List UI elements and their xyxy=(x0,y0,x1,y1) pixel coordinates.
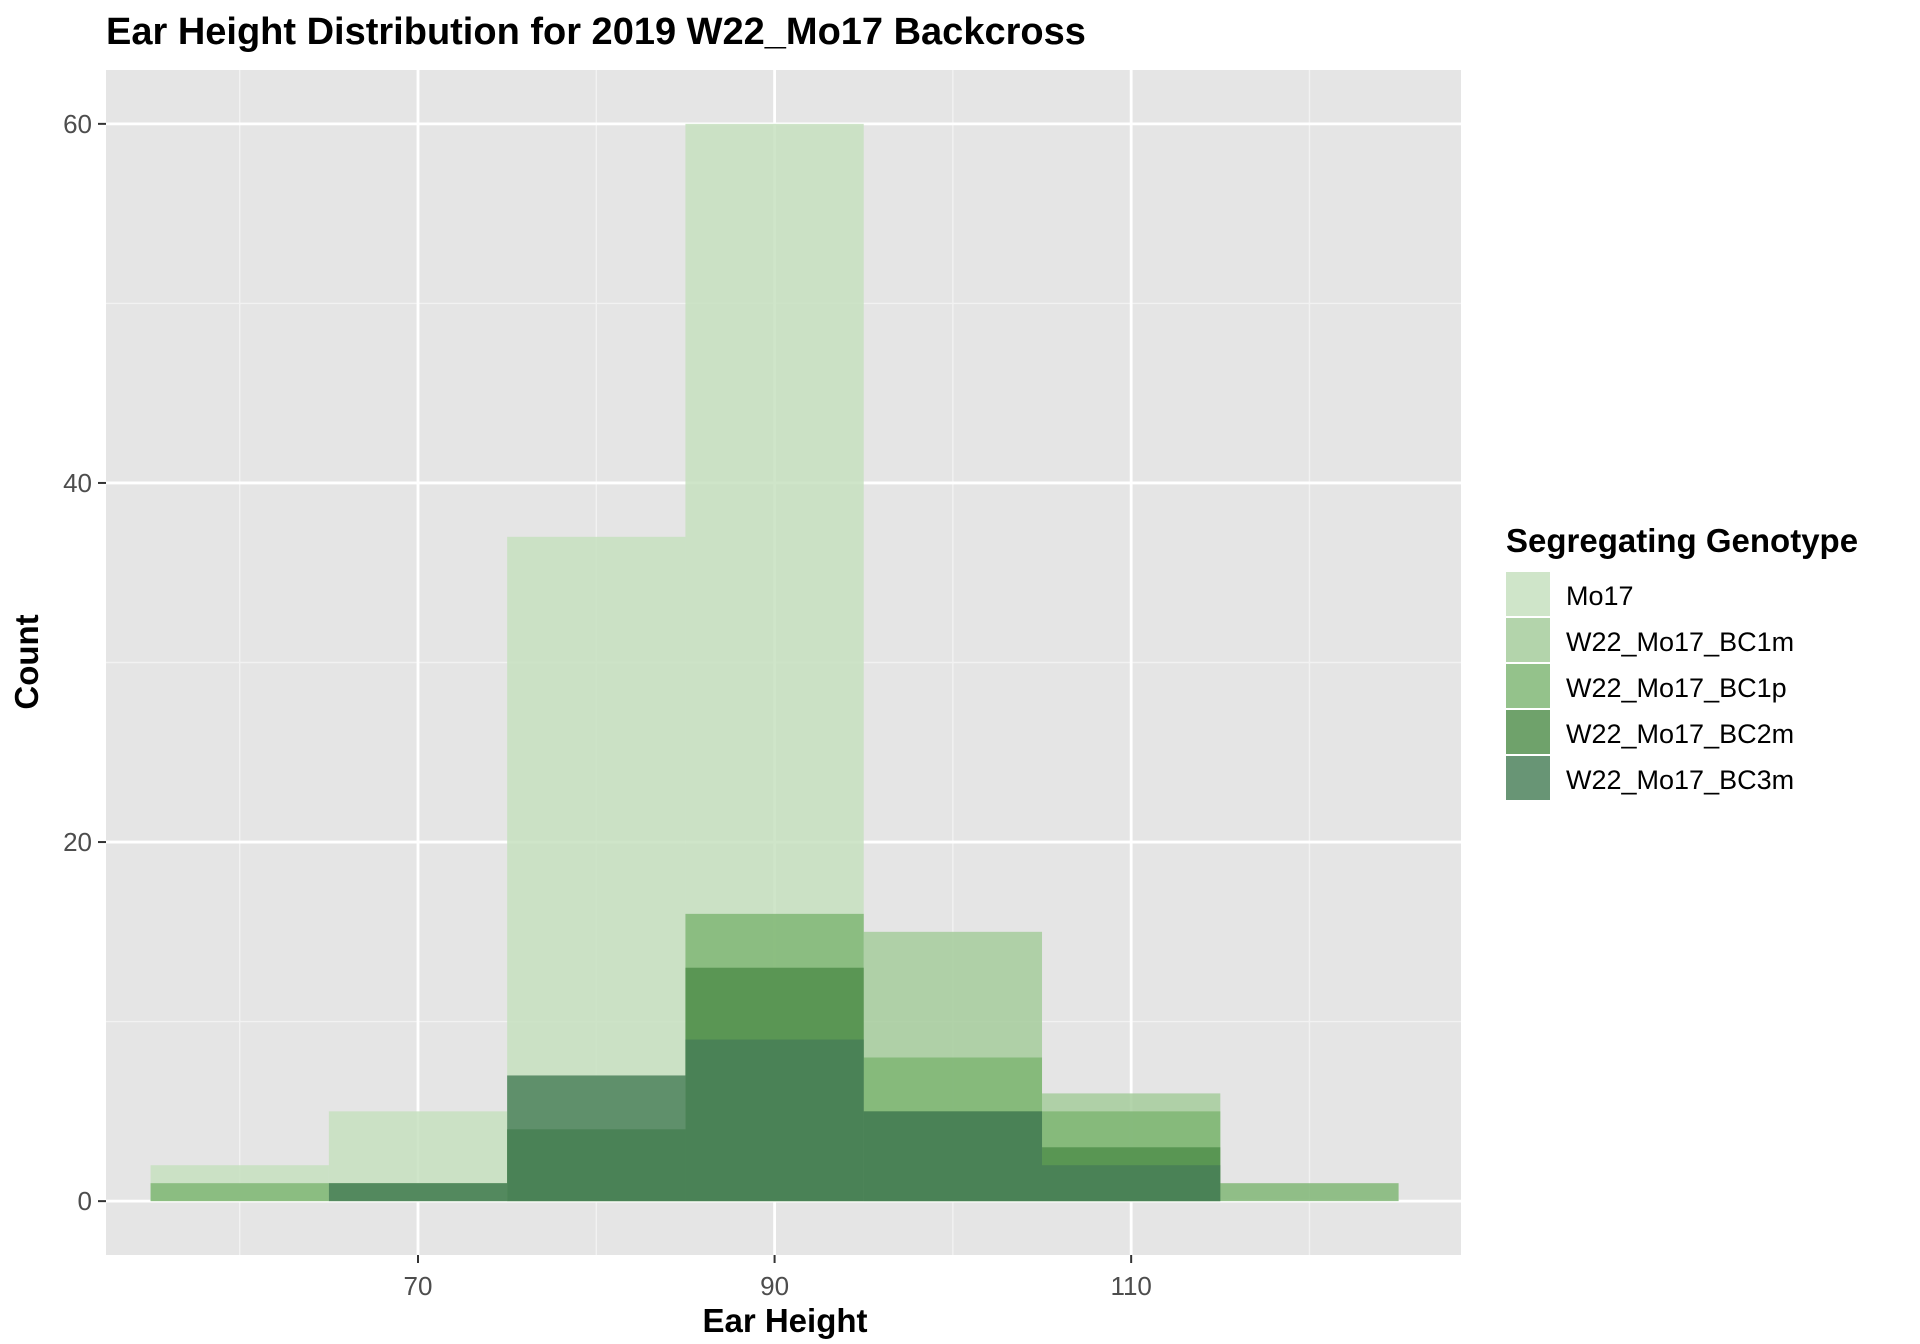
chart-title: Ear Height Distribution for 2019 W22_Mo1… xyxy=(106,11,1086,53)
legend-swatch xyxy=(1506,572,1550,616)
bar-w22-mo17-bc3m xyxy=(328,1183,508,1202)
histogram-bars xyxy=(150,123,1399,1202)
legend-label: W22_Mo17_BC1p xyxy=(1566,673,1787,703)
y-axis: 0 20 40 60 xyxy=(63,109,106,1216)
x-axis: 70 90 110 xyxy=(404,1255,1152,1301)
x-tick-label: 110 xyxy=(1110,1271,1151,1301)
y-tick-label: 20 xyxy=(63,827,92,857)
legend: Segregating Genotype Mo17 W22_Mo17_BC1m W2… xyxy=(1506,522,1858,800)
legend-swatch xyxy=(1506,664,1550,708)
legend-swatch xyxy=(1506,710,1550,754)
y-axis-title: Count xyxy=(8,614,45,709)
bar-w22-mo17-bc3m xyxy=(507,1075,686,1202)
bar-w22-mo17-bc3m xyxy=(685,1039,864,1202)
bar-w22-mo17-bc3m xyxy=(1042,1165,1221,1202)
x-tick-label: 70 xyxy=(404,1271,433,1301)
legend-label: Mo17 xyxy=(1566,581,1634,611)
legend-swatch xyxy=(1506,756,1550,800)
bar-w22-mo17-bc1p xyxy=(1220,1183,1399,1202)
y-tick-label: 40 xyxy=(63,468,92,498)
legend-label: W22_Mo17_BC3m xyxy=(1566,765,1794,795)
legend-swatch xyxy=(1506,618,1550,662)
x-tick-label: 90 xyxy=(760,1271,789,1301)
legend-label: W22_Mo17_BC1m xyxy=(1566,627,1794,657)
bar-w22-mo17-bc1p xyxy=(150,1183,329,1202)
bar-w22-mo17-bc3m xyxy=(863,1111,1043,1202)
x-axis-title: Ear Height xyxy=(702,1302,867,1339)
y-tick-label: 0 xyxy=(78,1186,92,1216)
legend-label: W22_Mo17_BC2m xyxy=(1566,719,1794,749)
y-tick-label: 60 xyxy=(63,109,92,139)
legend-title: Segregating Genotype xyxy=(1506,522,1858,559)
